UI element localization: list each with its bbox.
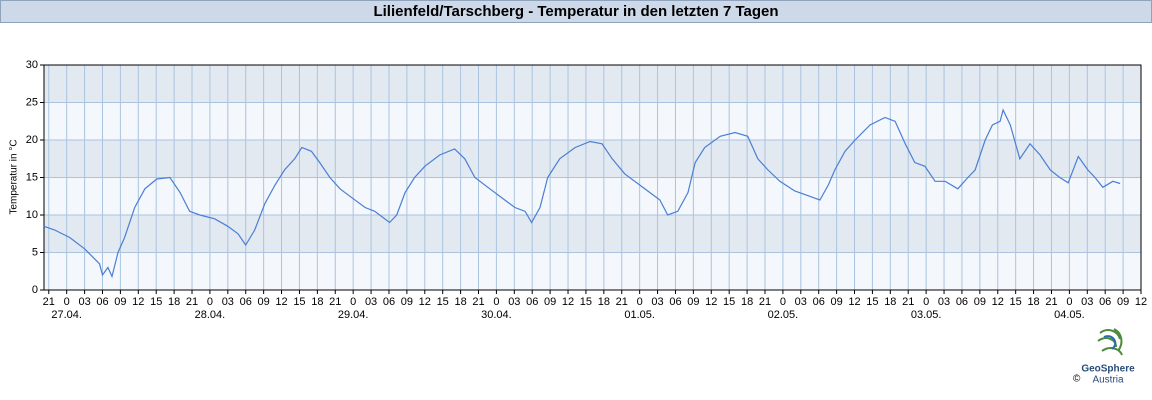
x-tick-label: 06: [956, 296, 968, 308]
x-tick-label: 09: [687, 296, 699, 308]
x-tick-label: 09: [974, 296, 986, 308]
x-tick-label: 06: [669, 296, 681, 308]
x-tick-label: 09: [114, 296, 126, 308]
chart-title: Lilienfeld/Tarschberg - Temperatur in de…: [373, 3, 778, 20]
x-tick-label: 0: [350, 296, 356, 308]
x-tick-label: 12: [992, 296, 1004, 308]
x-tick-label: 03: [222, 296, 234, 308]
y-tick-label: 25: [26, 96, 38, 108]
y-axis-label: Temperatur in °C: [9, 139, 20, 214]
x-tick-label: 03: [365, 296, 377, 308]
date-label: 27.04.: [51, 309, 82, 321]
x-tick-label: 0: [1066, 296, 1072, 308]
x-tick-label: 0: [64, 296, 70, 308]
y-tick-label: 30: [26, 59, 38, 71]
x-tick-label: 06: [526, 296, 538, 308]
x-tick-label: 18: [311, 296, 323, 308]
plot-frame: [43, 64, 1142, 291]
x-tick-label: 03: [1081, 296, 1093, 308]
plot-band: [44, 215, 1141, 253]
x-tick-label: 18: [454, 296, 466, 308]
x-tick-label: 12: [419, 296, 431, 308]
date-label: 28.04.: [195, 309, 226, 321]
x-tick-label: 21: [329, 296, 341, 308]
x-tick-label: 15: [723, 296, 735, 308]
x-tick-label: 03: [508, 296, 520, 308]
x-tick-label: 06: [813, 296, 825, 308]
plot-band: [44, 252, 1141, 290]
x-tick-label: 18: [1027, 296, 1039, 308]
date-label: 02.05.: [768, 309, 799, 321]
x-tick-label: 18: [741, 296, 753, 308]
x-tick-label: 0: [637, 296, 643, 308]
x-tick-label: 21: [43, 296, 55, 308]
plot-band: [44, 65, 1141, 103]
x-tick-label: 18: [598, 296, 610, 308]
x-tick-label: 0: [207, 296, 213, 308]
plot-band: [44, 140, 1141, 178]
x-tick-label: 09: [258, 296, 270, 308]
x-tick-label: 21: [902, 296, 914, 308]
x-tick-label: 06: [240, 296, 252, 308]
x-tick-label: 21: [1045, 296, 1057, 308]
temperature-line: [43, 108, 1121, 279]
x-tick-label: 0: [493, 296, 499, 308]
plot-band: [44, 177, 1141, 215]
x-tick-label: 12: [848, 296, 860, 308]
x-tick-label: 18: [884, 296, 896, 308]
y-tick-label: 0: [32, 284, 38, 296]
copyright: ©: [1073, 374, 1081, 385]
x-tick-label: 0: [923, 296, 929, 308]
date-label: 03.05.: [911, 309, 942, 321]
date-label: 01.05.: [624, 309, 655, 321]
date-label: 30.04.: [481, 309, 512, 321]
x-tick-label: 12: [132, 296, 144, 308]
x-tick-label: 03: [795, 296, 807, 308]
logo-brand: GeoSphere: [1081, 364, 1135, 375]
x-tick-label: 12: [1135, 296, 1147, 308]
date-label: 04.05.: [1054, 309, 1085, 321]
x-tick-label: 15: [1010, 296, 1022, 308]
x-tick-label: 15: [580, 296, 592, 308]
x-tick-label: 03: [651, 296, 663, 308]
x-tick-label: 15: [293, 296, 305, 308]
x-tick-label: 21: [472, 296, 484, 308]
x-tick-label: 18: [168, 296, 180, 308]
x-tick-label: 15: [866, 296, 878, 308]
x-tick-label: 03: [938, 296, 950, 308]
logo: [1097, 328, 1123, 356]
plot-band: [44, 102, 1141, 140]
x-tick-label: 12: [562, 296, 574, 308]
x-tick-label: 09: [1117, 296, 1129, 308]
x-tick-label: 0: [780, 296, 786, 308]
x-tick-label: 09: [830, 296, 842, 308]
x-tick-label: 15: [437, 296, 449, 308]
y-tick-label: 20: [26, 134, 38, 146]
logo-country: Austria: [1092, 375, 1124, 386]
y-tick-label: 5: [32, 246, 38, 258]
x-tick-label: 12: [275, 296, 287, 308]
x-tick-label: 12: [705, 296, 717, 308]
x-tick-label: 03: [78, 296, 90, 308]
x-tick-label: 21: [759, 296, 771, 308]
x-tick-label: 21: [616, 296, 628, 308]
x-tick-label: 21: [186, 296, 198, 308]
x-tick-label: 06: [96, 296, 108, 308]
y-tick-label: 15: [26, 171, 38, 183]
x-tick-label: 09: [544, 296, 556, 308]
date-label: 29.04.: [338, 309, 369, 321]
x-tick-label: 06: [1099, 296, 1111, 308]
y-tick-label: 10: [26, 209, 38, 221]
x-tick-label: 15: [150, 296, 162, 308]
x-tick-label: 06: [383, 296, 395, 308]
x-tick-label: 09: [401, 296, 413, 308]
